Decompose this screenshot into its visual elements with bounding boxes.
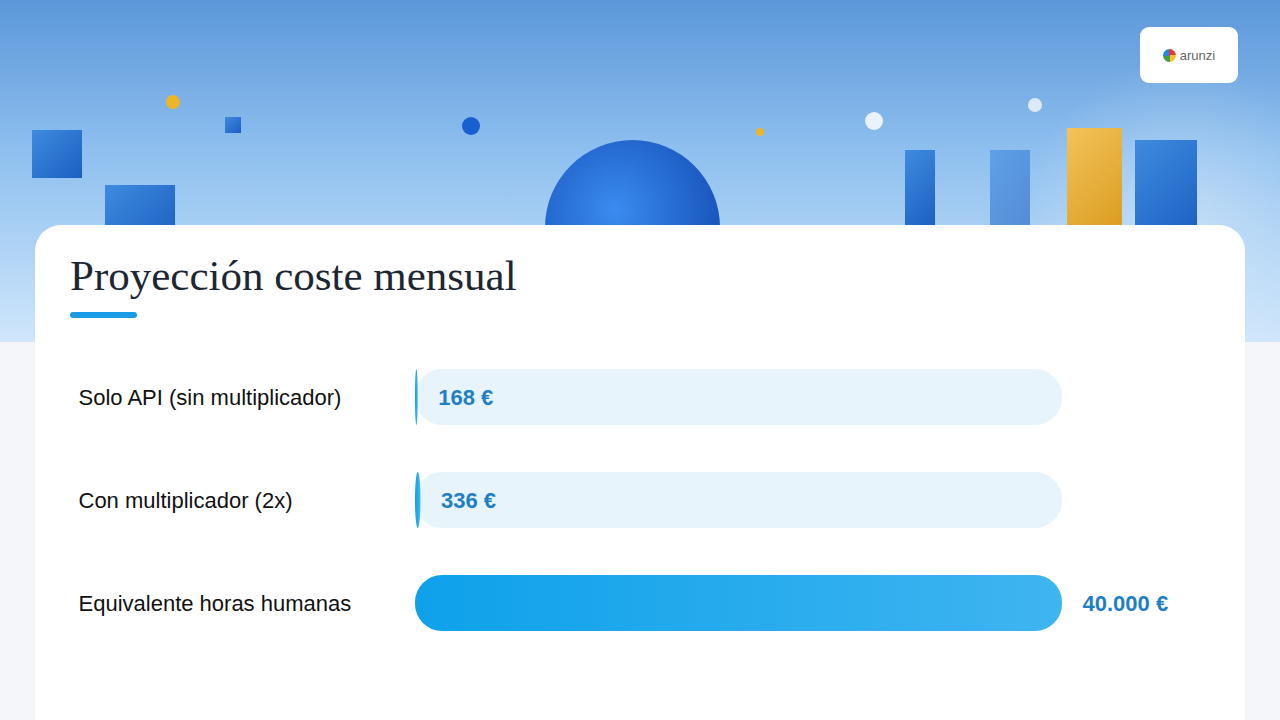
svg-text:Solo API (sin multiplicador): Solo API (sin multiplicador) (79, 385, 342, 410)
svg-text:Con multiplicador (2x): Con multiplicador (2x) (79, 488, 293, 513)
html-text:arunzi: arunzi (1179, 47, 1216, 63)
svg-text:336 €: 336 € (441, 488, 496, 513)
svg-text:40.000 €: 40.000 € (1083, 591, 1169, 616)
html-text:Proyección coste mensual: Proyección coste mensual (70, 252, 517, 299)
svg-text:168 €: 168 € (438, 385, 493, 410)
svg-text:Equivalente horas humanas: Equivalente horas humanas (79, 591, 352, 616)
